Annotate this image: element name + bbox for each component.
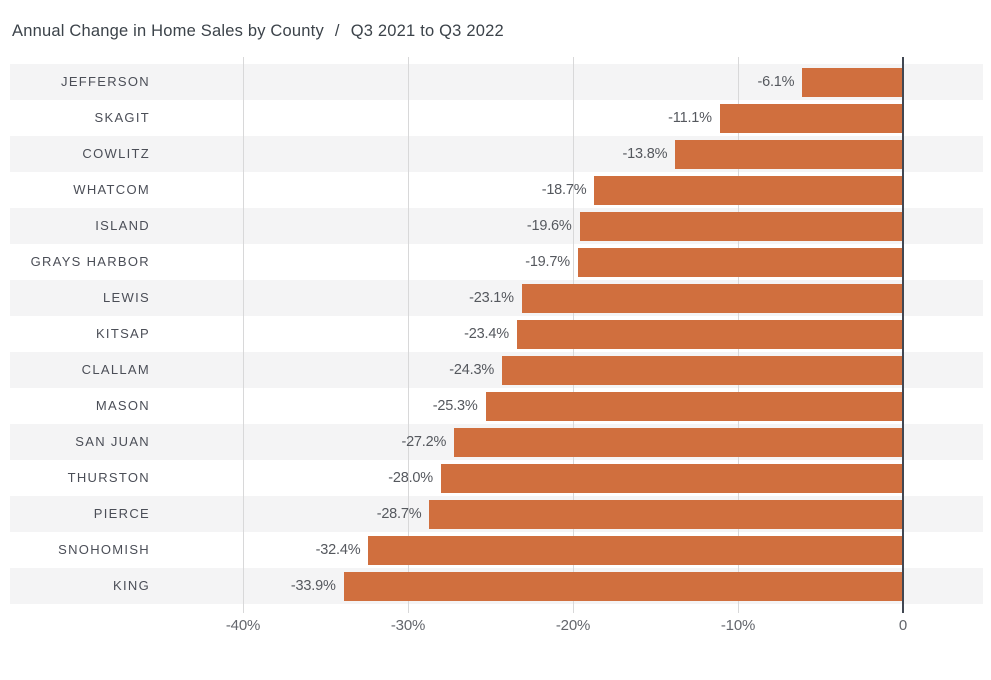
value-label: -18.7% — [541, 182, 587, 198]
axis-tick-label: -30% — [390, 617, 426, 634]
value-label: -13.8% — [622, 146, 668, 162]
bar — [454, 427, 903, 457]
bar — [429, 499, 903, 529]
category-label: SAN JUAN — [75, 434, 150, 449]
axis-tick-label: -20% — [555, 617, 591, 634]
bar-row-island: ISLAND -19.6% — [0, 208, 991, 244]
bar — [719, 103, 903, 133]
bar — [579, 211, 903, 241]
value-label: -25.3% — [432, 398, 478, 414]
bar-row-lewis: LEWIS -23.1% — [0, 280, 991, 316]
category-label: PIERCE — [93, 506, 150, 521]
bar — [368, 535, 903, 565]
bar — [521, 283, 903, 313]
value-label: -6.1% — [757, 74, 795, 90]
bar-row-skagit: SKAGIT -11.1% — [0, 100, 991, 136]
category-label: GRAYS HARBOR — [30, 254, 150, 269]
bar-row-kitsap: KITSAP -23.4% — [0, 316, 991, 352]
axis-tick-label: 0 — [898, 617, 908, 634]
category-label: THURSTON — [67, 470, 150, 485]
value-label: -28.0% — [388, 470, 433, 486]
bar — [485, 391, 903, 421]
x-axis: -40% -30% -20% -10% 0 — [0, 617, 991, 643]
bar-row-mason: MASON -25.3% — [0, 388, 991, 424]
bar-row-thurston: THURSTON -28.0% — [0, 460, 991, 496]
category-label: SKAGIT — [94, 110, 150, 125]
bar-row-grays-harbor: GRAYS HARBOR -19.7% — [0, 244, 991, 280]
bar — [594, 175, 903, 205]
value-label: -23.1% — [469, 290, 514, 306]
zero-axis-line — [902, 57, 904, 613]
chart-subtitle: Q3 2021 to Q3 2022 — [350, 22, 504, 40]
bar-row-king: KING -33.9% — [0, 568, 991, 604]
value-label: -24.3% — [449, 362, 495, 378]
bar — [577, 247, 903, 277]
gridline — [243, 57, 244, 613]
bar-row-pierce: PIERCE -28.7% — [0, 496, 991, 532]
category-label: WHATCOM — [73, 182, 150, 197]
category-label: CLALLAM — [81, 362, 150, 377]
category-label: LEWIS — [103, 290, 150, 305]
category-label: JEFFERSON — [61, 74, 150, 89]
category-label: MASON — [95, 398, 150, 413]
value-label: -27.2% — [401, 434, 447, 450]
bar-row-san-juan: SAN JUAN -27.2% — [0, 424, 991, 460]
value-label: -19.7% — [525, 254, 570, 270]
category-label: ISLAND — [95, 218, 150, 233]
value-label: -28.7% — [376, 506, 422, 522]
bar-row-snohomish: SNOHOMISH -32.4% — [0, 532, 991, 568]
bar — [675, 139, 903, 169]
bar-chart-plot-area: JEFFERSON -6.1% SKAGIT -11.1% COWLITZ -13.8% W… — [0, 57, 991, 613]
bar-row-jefferson: JEFFERSON -6.1% — [0, 64, 991, 100]
bar-row-whatcom: WHATCOM -18.7% — [0, 172, 991, 208]
bar-row-cowlitz: COWLITZ -13.8% — [0, 136, 991, 172]
gridline — [408, 57, 409, 613]
title-separator: / — [334, 22, 340, 40]
value-label: -11.1% — [668, 110, 712, 126]
bar — [802, 67, 903, 97]
category-label: KITSAP — [95, 326, 150, 341]
chart-title: Annual Change in Home Sales by County — [12, 22, 324, 40]
value-label: -19.6% — [526, 218, 572, 234]
chart-header: Annual Change in Home Sales by County / … — [12, 22, 504, 41]
bar-row-clallam: CLALLAM -24.3% — [0, 352, 991, 388]
value-label: -32.4% — [315, 542, 361, 558]
axis-tick-label: -40% — [225, 617, 261, 634]
value-label: -23.4% — [464, 326, 509, 342]
category-label: SNOHOMISH — [58, 542, 150, 557]
bar — [343, 571, 903, 601]
bar — [502, 355, 903, 385]
category-label: KING — [113, 578, 150, 593]
axis-tick-label: -10% — [720, 617, 756, 634]
category-label: COWLITZ — [82, 146, 150, 161]
bar — [516, 319, 903, 349]
bar — [441, 463, 903, 493]
value-label: -33.9% — [290, 578, 336, 594]
